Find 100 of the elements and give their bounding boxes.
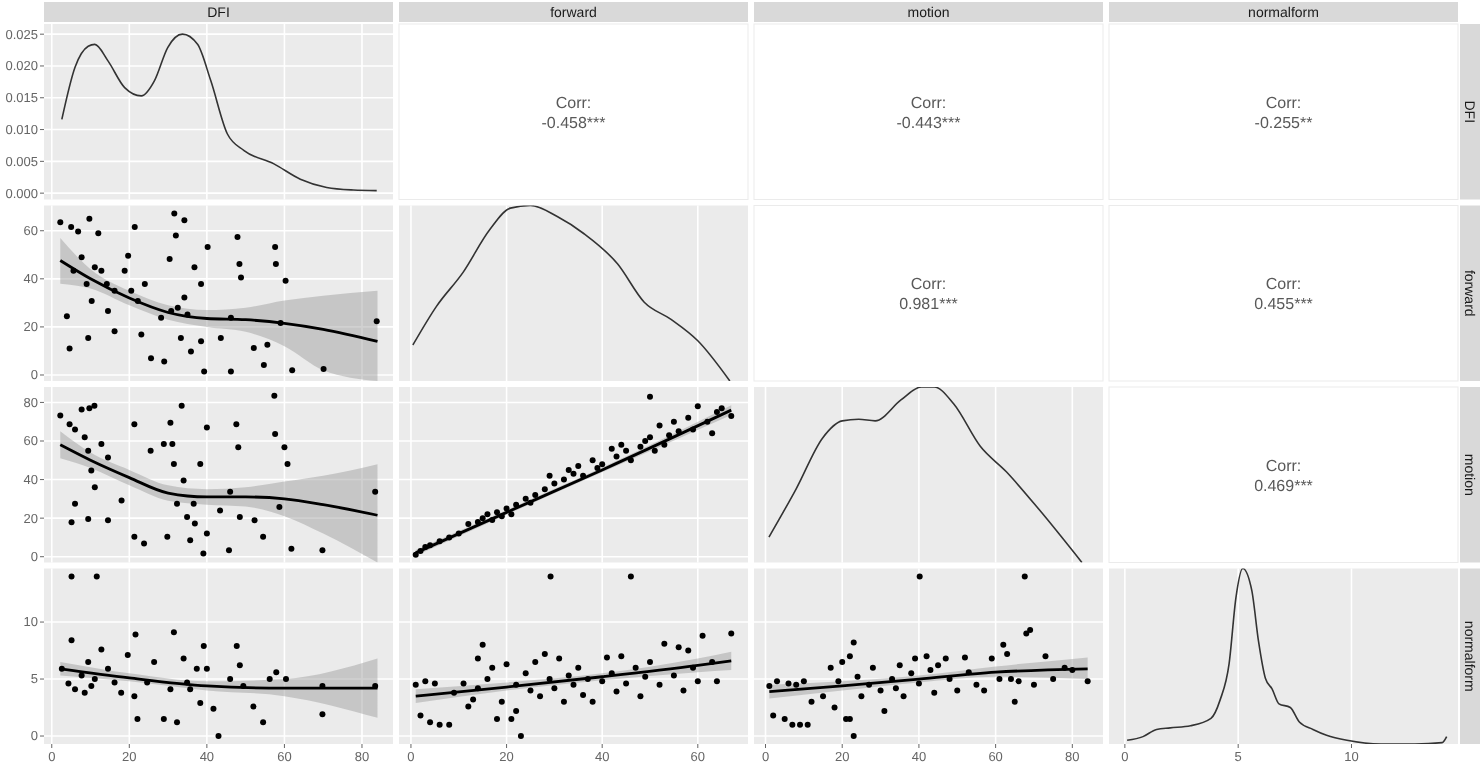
point — [78, 672, 85, 679]
point — [289, 367, 296, 374]
point — [264, 341, 271, 348]
point — [134, 715, 141, 722]
point — [167, 686, 174, 693]
point — [276, 503, 283, 510]
point — [236, 662, 243, 669]
point — [608, 445, 615, 452]
point — [272, 244, 279, 251]
point — [200, 550, 207, 557]
point — [656, 422, 663, 429]
point — [104, 517, 111, 524]
point — [85, 658, 92, 665]
point — [651, 447, 658, 454]
point — [128, 287, 135, 294]
point — [93, 573, 100, 580]
text: -0.458*** — [541, 113, 606, 132]
point — [618, 441, 625, 448]
point — [132, 631, 139, 638]
point — [546, 472, 553, 479]
point — [172, 232, 179, 239]
point — [68, 637, 75, 644]
point — [187, 348, 194, 355]
point — [412, 551, 419, 558]
text: Corr: — [1265, 456, 1302, 475]
point — [178, 402, 185, 409]
point — [174, 719, 181, 726]
point — [91, 676, 98, 683]
point — [167, 419, 174, 426]
point — [541, 486, 548, 493]
point — [198, 338, 205, 345]
point — [197, 460, 204, 467]
point — [86, 405, 93, 412]
point — [646, 393, 653, 400]
point — [709, 430, 716, 437]
point — [666, 432, 673, 439]
point — [599, 461, 606, 468]
point — [184, 513, 191, 520]
point — [260, 533, 267, 540]
point — [78, 254, 85, 261]
point — [532, 492, 539, 498]
point — [237, 274, 244, 281]
point — [181, 217, 188, 224]
point — [670, 418, 677, 425]
point — [141, 540, 148, 547]
point — [81, 434, 88, 441]
point — [66, 421, 73, 428]
point — [118, 497, 125, 504]
point — [118, 689, 125, 696]
text: Corr: — [1265, 275, 1302, 294]
point — [215, 733, 222, 740]
point — [158, 314, 165, 321]
text: 0.469*** — [1254, 476, 1313, 495]
point — [282, 277, 289, 284]
point — [193, 665, 200, 672]
point — [72, 500, 79, 507]
point — [560, 476, 567, 483]
point — [728, 412, 735, 419]
text: -0.443*** — [896, 113, 961, 132]
point — [131, 533, 138, 540]
point — [522, 495, 529, 502]
point — [570, 470, 577, 477]
point — [284, 460, 291, 467]
point — [227, 676, 234, 683]
point — [170, 460, 177, 467]
point — [121, 267, 128, 274]
point — [66, 345, 73, 352]
point — [187, 537, 194, 544]
point — [86, 215, 93, 222]
point — [373, 318, 380, 325]
line-series — [58, 667, 379, 690]
text: Corr: — [555, 93, 592, 112]
point — [125, 252, 132, 259]
text: 0.981*** — [899, 295, 958, 314]
point — [319, 547, 326, 554]
point — [148, 355, 155, 362]
point — [200, 642, 207, 649]
point — [508, 511, 515, 518]
point — [191, 520, 198, 527]
point — [250, 703, 257, 710]
point — [166, 256, 173, 263]
point — [91, 484, 98, 491]
point — [111, 679, 118, 686]
point — [104, 665, 111, 672]
point — [217, 334, 224, 341]
text: 0.455*** — [1254, 295, 1313, 314]
point — [81, 689, 88, 696]
point — [642, 438, 649, 444]
point — [210, 705, 217, 712]
point — [589, 457, 596, 464]
point — [57, 412, 64, 419]
point — [694, 403, 701, 410]
point — [594, 465, 601, 471]
point — [217, 507, 224, 514]
point — [551, 480, 558, 487]
point — [98, 267, 105, 274]
point — [260, 361, 267, 368]
point — [181, 294, 188, 301]
point — [75, 228, 82, 235]
point — [104, 454, 111, 461]
